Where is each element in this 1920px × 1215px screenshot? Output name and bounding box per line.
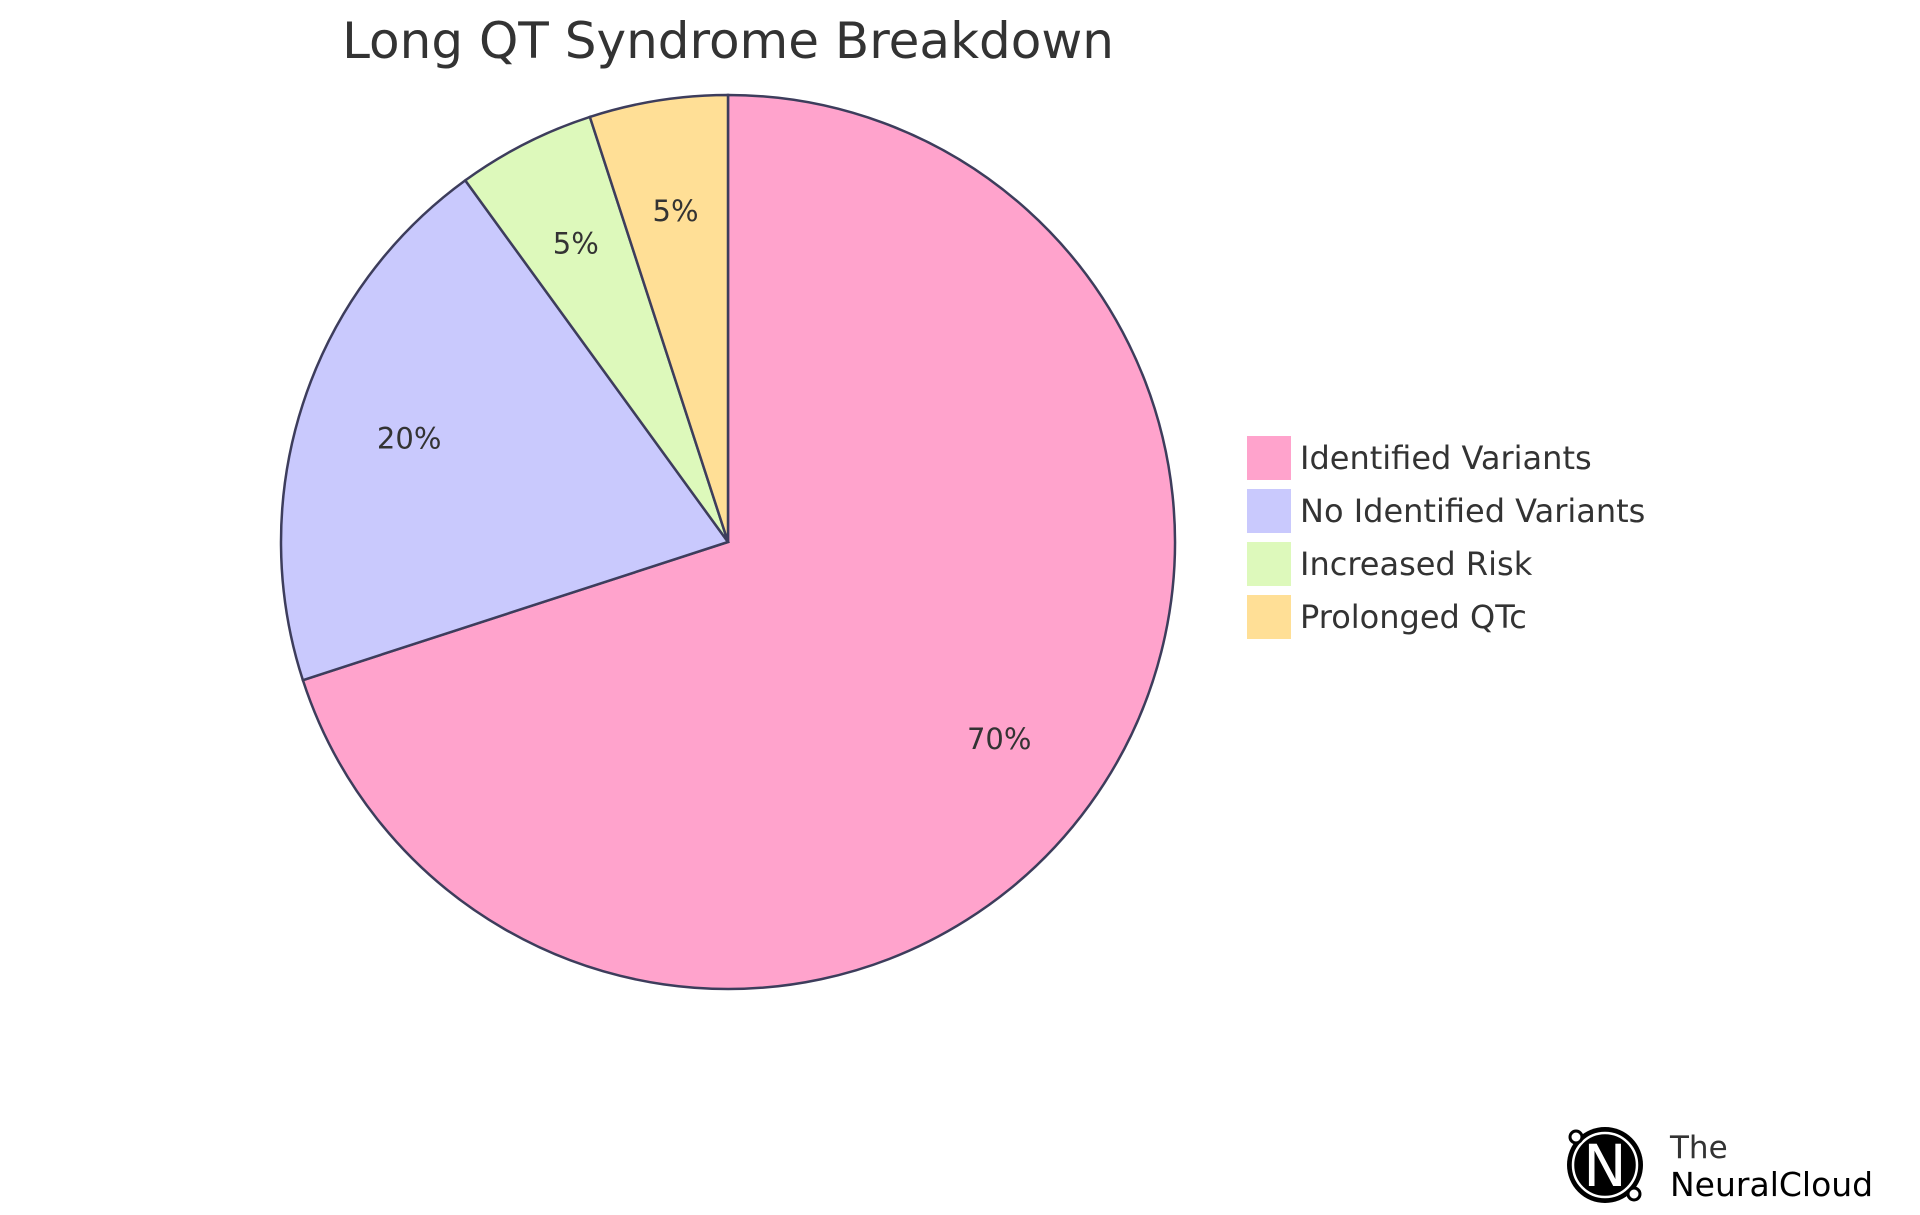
- legend: Identified Variants No Identified Variant…: [1247, 436, 1645, 639]
- brand-logo-circle: [1567, 1127, 1643, 1203]
- legend-swatch-1: [1247, 489, 1291, 533]
- pie-slice-3: [588, 93, 730, 543]
- brand-logo-node-bottom: [1626, 1186, 1642, 1202]
- pie-slice-0: [301, 93, 1177, 991]
- brand-logo-letter: N: [1583, 1132, 1626, 1200]
- brand-logo-ring: [1571, 1131, 1639, 1199]
- pie-slice-label-0: 70%: [967, 722, 1031, 756]
- legend-label-3: Prolonged QTc: [1300, 598, 1527, 636]
- pie-slices: [279, 93, 1177, 991]
- legend-swatch-0: [1247, 436, 1291, 480]
- pie-slice-label-3: 5%: [653, 194, 699, 228]
- pie-slice-1: [279, 178, 731, 682]
- pie-slice-labels: 70% 20% 5% 5%: [377, 194, 1032, 756]
- brand-line-the: The: [1669, 1130, 1728, 1166]
- legend-label-1: No Identified Variants: [1300, 492, 1645, 530]
- brand-logo: N: [1567, 1127, 1643, 1203]
- brand-line-name: NeuralCloud: [1670, 1165, 1873, 1204]
- pie-slice-label-2: 5%: [553, 226, 599, 260]
- pie-slice-label-1: 20%: [377, 421, 441, 455]
- brand-logo-node-top: [1568, 1129, 1584, 1145]
- legend-swatch-3: [1247, 595, 1291, 639]
- legend-label-0: Identified Variants: [1300, 439, 1592, 477]
- legend-swatch-2: [1247, 542, 1291, 586]
- legend-label-2: Increased Risk: [1300, 545, 1533, 583]
- chart-title: Long QT Syndrome Breakdown: [342, 12, 1114, 70]
